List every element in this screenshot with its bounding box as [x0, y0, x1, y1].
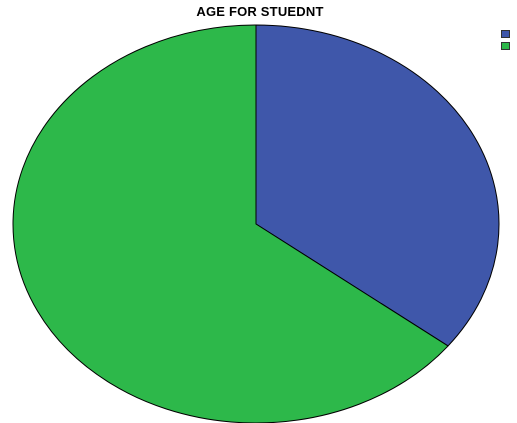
- chart-legend: [501, 28, 510, 52]
- pie-slice-1: [255, 24, 500, 347]
- pie-slice-2: [12, 24, 449, 423]
- chart-title: AGE FOR STUEDNT: [196, 4, 324, 19]
- legend-item-1: [501, 28, 510, 39]
- legend-swatch-2: [501, 41, 510, 50]
- legend-swatch-1: [501, 29, 510, 38]
- legend-item-2: [501, 40, 510, 51]
